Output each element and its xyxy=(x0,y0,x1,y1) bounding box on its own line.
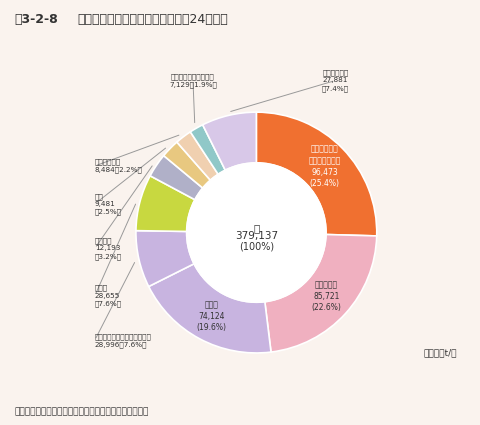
Circle shape xyxy=(186,163,325,302)
Wedge shape xyxy=(136,231,193,286)
Text: 資料：環境省「産業廃棄物排出・処理状況調査報告書」: 資料：環境省「産業廃棄物排出・処理状況調査報告書」 xyxy=(14,408,148,416)
Wedge shape xyxy=(150,156,202,200)
Text: その他の業種
27,881
（7.4%）: その他の業種 27,881 （7.4%） xyxy=(321,69,348,91)
Wedge shape xyxy=(202,112,256,170)
Text: 図3-2-8: 図3-2-8 xyxy=(14,13,58,26)
Wedge shape xyxy=(177,132,217,180)
Wedge shape xyxy=(256,112,376,236)
Wedge shape xyxy=(163,142,210,188)
Wedge shape xyxy=(264,235,376,352)
Text: パルプ・紙・紙加工品製造業
28,996（7.6%）: パルプ・紙・紙加工品製造業 28,996（7.6%） xyxy=(95,333,151,348)
Text: 379,137: 379,137 xyxy=(234,231,277,241)
Text: 化学工業
12,193
（3.2%）: 化学工業 12,193 （3.2%） xyxy=(95,237,121,260)
Text: 鉱業
9,481
（2.5%）: 鉱業 9,481 （2.5%） xyxy=(95,193,121,215)
Text: 窯業・土石製品製造業
7,129（1.9%）: 窯業・土石製品製造業 7,129（1.9%） xyxy=(168,73,216,88)
Text: 産業廃棄物の業種別排出量（平成24年度）: 産業廃棄物の業種別排出量（平成24年度） xyxy=(77,13,227,26)
Wedge shape xyxy=(136,176,194,232)
Text: 農業、林業
85,721
(22.6%): 農業、林業 85,721 (22.6%) xyxy=(311,280,341,312)
Text: (100%): (100%) xyxy=(238,242,273,252)
Text: 食料品製造業
8,484（2.2%）: 食料品製造業 8,484（2.2%） xyxy=(95,159,142,173)
Text: 計: 計 xyxy=(252,223,259,233)
Text: 鉄鋼業
28,655
（7.6%）: 鉄鋼業 28,655 （7.6%） xyxy=(95,285,121,307)
Text: 建設業
74,124
(19.6%): 建設業 74,124 (19.6%) xyxy=(196,300,226,332)
Wedge shape xyxy=(148,264,270,353)
Text: 電気・ガス・
熱供給・水道業
96,473
(25.4%): 電気・ガス・ 熱供給・水道業 96,473 (25.4%) xyxy=(308,144,340,188)
Wedge shape xyxy=(190,125,225,174)
Text: 単位：千t/年: 単位：千t/年 xyxy=(422,348,456,357)
